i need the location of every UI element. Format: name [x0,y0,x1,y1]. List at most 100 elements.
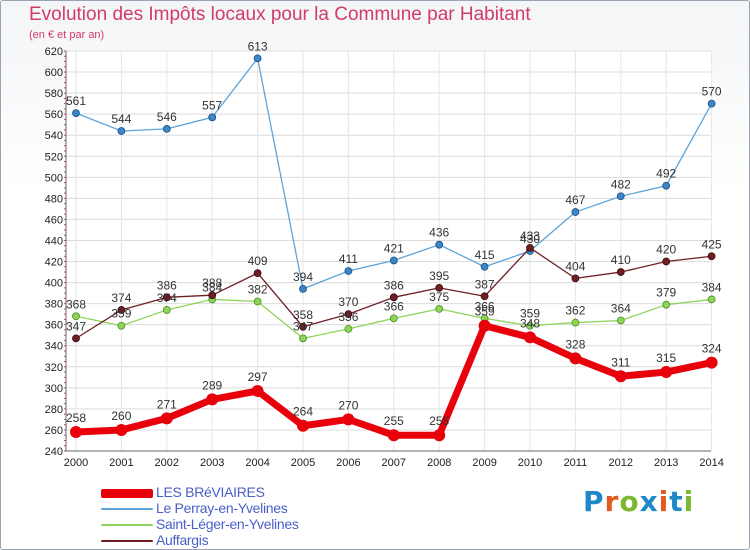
logo-letter: i [683,485,695,518]
y-tick-label: 560 [45,109,63,121]
data-label: 395 [429,269,449,283]
data-label: 570 [702,85,722,99]
x-tick-label: 2010 [518,457,542,469]
y-tick-label: 360 [45,320,63,332]
data-point [660,366,673,379]
grid [66,50,713,452]
data-point [253,269,262,278]
data-point [299,334,307,343]
x-tick-label: 2014 [699,457,723,469]
data-label: 379 [656,286,676,300]
data-point [253,297,262,306]
data-point [117,127,126,135]
data-label: 359 [475,305,495,319]
chart-title: Evolution des Impôts locaux pour la Comm… [29,4,531,25]
data-label: 255 [429,414,449,428]
data-label: 375 [429,290,449,304]
data-point [616,192,625,201]
data-label: 420 [656,243,676,257]
data-label: 386 [157,278,177,292]
x-tick-label: 2008 [427,457,451,469]
data-point [616,316,625,325]
data-point [616,268,625,276]
data-label: 467 [565,193,585,207]
data-label: 410 [611,253,631,267]
x-tick-label: 2012 [609,457,633,469]
data-point [435,304,444,313]
x-tick-label: 2004 [245,457,269,469]
data-label: 387 [475,277,495,291]
data-point [569,352,582,365]
y-tick-label: 340 [45,341,63,353]
x-tick-label: 2009 [472,457,496,469]
y-tick-label: 260 [45,425,63,437]
data-label: 384 [702,280,722,294]
y-tick-label: 480 [45,193,63,205]
data-label: 421 [384,241,404,255]
x-tick-label: 2011 [564,457,588,469]
data-point [705,356,718,369]
data-label: 264 [293,405,313,419]
data-point [208,291,217,300]
logo-letter: x [639,485,659,518]
data-point [251,385,264,397]
data-point [571,208,580,216]
data-point [297,419,309,432]
proxiti-logo[interactable]: Proxiti [583,485,694,518]
x-tick-label: 2005 [291,457,315,469]
legend-swatch [101,508,153,510]
data-point [662,181,671,190]
data-label: 255 [384,414,404,428]
data-labels: 561 544 546 557 613 394 411 421 436 415 430 467 482 4… [66,39,722,428]
x-tick-label: 2003 [200,457,224,469]
data-label: 358 [293,308,313,322]
data-label: 404 [565,259,585,273]
data-label: 394 [293,270,313,284]
data-label: 388 [202,276,222,290]
data-label: 260 [111,409,131,423]
data-point [162,124,171,133]
logo-letter: t [669,485,684,518]
data-point [117,321,126,330]
y-tick-label: 420 [45,257,63,269]
data-label: 370 [338,295,358,309]
data-label: 311 [611,355,630,369]
y-tick-label: 540 [45,130,63,142]
data-label: 384 [202,280,222,294]
x-tick-label: 2002 [155,457,179,469]
data-label: 482 [611,177,631,191]
data-point [707,99,716,108]
data-label: 359 [111,307,131,321]
data-point [342,413,355,426]
logo-letter: r [604,485,620,518]
data-label: 425 [702,237,722,251]
data-point [162,293,171,302]
data-label: 258 [66,411,86,425]
data-label: 386 [384,278,404,292]
data-label: 366 [384,299,404,313]
legend-label: Le Perray-en-Yvelines [156,500,288,516]
data-point [478,319,491,332]
data-point [571,274,580,283]
data-point [117,306,126,314]
x-tick-label: 2000 [64,457,88,469]
data-label: 348 [520,316,540,330]
data-label: 430 [520,232,540,246]
data-point [571,318,580,327]
data-label: 324 [702,342,722,356]
data-point [389,314,398,323]
logo-letter: o [619,485,640,518]
data-label: 289 [202,378,222,392]
y-tick-label: 240 [45,446,63,458]
y-tick-label: 460 [45,214,63,226]
data-point [526,243,534,252]
y-tick-label: 380 [45,299,63,311]
data-point [160,412,173,425]
data-point [480,262,489,271]
data-point [387,429,400,442]
data-point [662,257,671,266]
logo-letter: P [583,485,605,518]
data-label: 492 [656,167,676,181]
data-point [614,370,627,383]
